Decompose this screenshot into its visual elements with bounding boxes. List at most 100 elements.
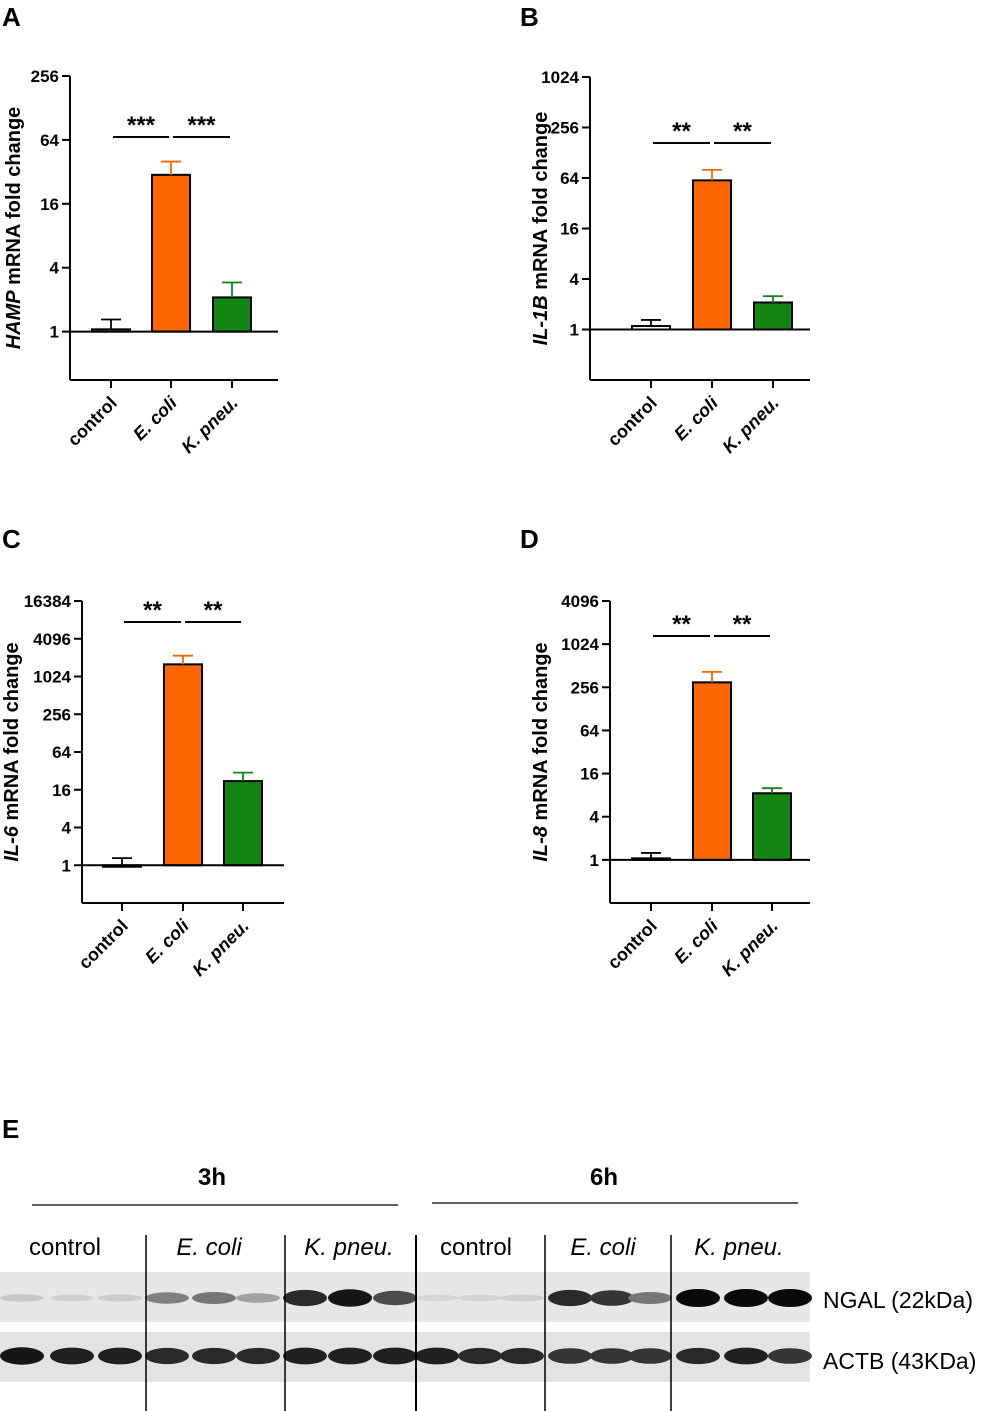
ngal-band-16 (724, 1289, 768, 1307)
chart-c-sig-label-0: ** (143, 597, 162, 624)
chart-d-y-label: IL-8 mRNA fold change (530, 642, 552, 861)
actb-band-13 (590, 1348, 634, 1364)
chart-d-sig-label-0: ** (672, 611, 691, 638)
timepoint-6h: 6h (590, 1164, 618, 1191)
actb-band-1 (50, 1347, 94, 1365)
chart-a-ytick-label-2: 16 (40, 195, 59, 214)
chart-c-y-label-rest: mRNA fold change (1, 642, 23, 826)
ngal-band-9 (415, 1294, 459, 1302)
chart-c-ytick-label-5: 1024 (33, 668, 71, 687)
chart-c-ytick-label-7: 16384 (24, 592, 72, 611)
protein-label-ngal: NGAL (22kDa) (823, 1287, 973, 1313)
chart-a-y-label: HAMP mRNA fold change (3, 107, 25, 350)
ngal-bands (0, 1289, 812, 1307)
chart-d-ytick-label-3: 64 (580, 721, 599, 740)
actb-band-12 (548, 1348, 592, 1364)
chart-b-category-label-2: K. pneu. (718, 393, 782, 457)
ngal-band-4 (192, 1292, 236, 1304)
ngal-band-17 (768, 1289, 812, 1307)
chart-d-category-label-0: control (604, 916, 661, 973)
chart-b-ytick-label-3: 64 (560, 169, 579, 188)
ngal-band-7 (328, 1289, 372, 1307)
chart-b-sig-label-1: ** (733, 118, 752, 145)
ngal-band-13 (590, 1290, 634, 1306)
panel-letter-a: A (2, 2, 21, 32)
chart-c-y-label-gene: IL-6 (1, 825, 23, 861)
chart-b-ytick-label-2: 16 (560, 220, 579, 239)
panel-letter-c: C (2, 524, 21, 554)
chart-a-ytick-label-0: 1 (50, 323, 59, 342)
chart-c-ytick-label-1: 4 (62, 819, 72, 838)
actb-band-3 (145, 1347, 189, 1365)
panel-letter-d: D (520, 524, 539, 554)
ngal-band-10 (458, 1294, 502, 1302)
chart-a-category-label-1: E. coli (129, 392, 181, 444)
chart-c-y-label: IL-6 mRNA fold change (1, 642, 23, 861)
chart-d-y-label-gene: IL-8 (530, 825, 552, 861)
western-blot-panel: 3h 6h control E. coli K. pneu. control E… (0, 1164, 976, 1411)
chart-c-ytick-label-4: 256 (43, 705, 71, 724)
chart-c-bar-2 (223, 780, 263, 867)
chart-c-bar-1 (163, 663, 203, 867)
lane-label-kpneu-3h: K. pneu. (304, 1234, 393, 1261)
actb-band-2 (98, 1347, 142, 1365)
chart-d-ytick-label-2: 16 (580, 765, 599, 784)
chart-b-category-label-1: E. coli (670, 392, 722, 444)
chart-c-category-label-2: K. pneu. (188, 916, 252, 980)
chart-a-sig-label-1: *** (187, 112, 216, 139)
actb-band-11 (500, 1347, 544, 1365)
actb-band-10 (458, 1347, 502, 1365)
chart-b-y-label: IL-1B mRNA fold change (530, 112, 552, 346)
chart-d-ytick-label-4: 256 (571, 678, 599, 697)
chart-a-sig-label-0: *** (127, 112, 156, 139)
chart-d-bar-2 (752, 792, 792, 861)
chart-a-ytick-label-3: 64 (40, 131, 59, 150)
actb-band-15 (676, 1347, 720, 1365)
chart-d-bar-1 (692, 681, 732, 861)
actb-band-4 (192, 1347, 236, 1365)
actb-band-7 (328, 1347, 372, 1365)
lane-label-kpneu-6h: K. pneu. (694, 1234, 783, 1261)
panel-letter-b: B (520, 2, 539, 32)
ngal-band-15 (676, 1289, 720, 1307)
actb-band-6 (283, 1347, 327, 1365)
chart-b-bar-2 (753, 301, 793, 331)
chart-b-bar-1 (692, 179, 732, 331)
chart-a-ytick-label-1: 4 (50, 259, 60, 278)
chart-d-category-label-2: K. pneu. (717, 916, 781, 980)
lane-label-ecoli-3h: E. coli (176, 1234, 242, 1261)
chart-d-ytick-label-6: 4096 (561, 592, 599, 611)
timepoint-3h: 3h (198, 1164, 226, 1191)
chart-a-bar-1 (151, 173, 191, 333)
ngal-band-11 (500, 1294, 544, 1302)
chart-a-bar-2 (212, 296, 252, 333)
chart-d-ytick-label-0: 1 (590, 851, 599, 870)
actb-band-14 (628, 1348, 672, 1364)
ngal-band-0 (0, 1294, 44, 1302)
chart-c-ytick-label-3: 64 (52, 743, 71, 762)
chart-a-category-label-2: K. pneu. (177, 393, 241, 457)
actb-band-9 (415, 1347, 459, 1365)
actb-band-17 (768, 1348, 812, 1364)
actb-band-5 (236, 1347, 280, 1365)
chart-b-ytick-label-1: 4 (570, 270, 580, 289)
chart-c-category-label-1: E. coli (141, 915, 193, 967)
chart-d-category-label-1: E. coli (670, 915, 722, 967)
ngal-band-2 (98, 1294, 142, 1302)
lane-label-ecoli-6h: E. coli (570, 1234, 636, 1261)
chart-a-y-label-rest: mRNA fold change (3, 107, 25, 291)
panel-letter-e: E (2, 1114, 19, 1144)
actb-band-16 (724, 1347, 768, 1365)
chart-d-y-label-rest: mRNA fold change (530, 642, 552, 826)
chart-a-y-label-gene: HAMP (3, 290, 25, 350)
chart-a-ytick-label-4: 256 (31, 67, 59, 86)
chart-d-sig-label-1: ** (733, 611, 752, 638)
lane-label-control-3h: control (29, 1234, 101, 1261)
ngal-band-12 (548, 1289, 592, 1307)
lane-label-control-6h: control (440, 1234, 512, 1261)
chart-c-ytick-label-0: 1 (62, 856, 71, 875)
